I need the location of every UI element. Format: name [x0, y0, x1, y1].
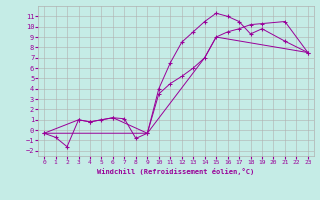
X-axis label: Windchill (Refroidissement éolien,°C): Windchill (Refroidissement éolien,°C) [97, 168, 255, 175]
